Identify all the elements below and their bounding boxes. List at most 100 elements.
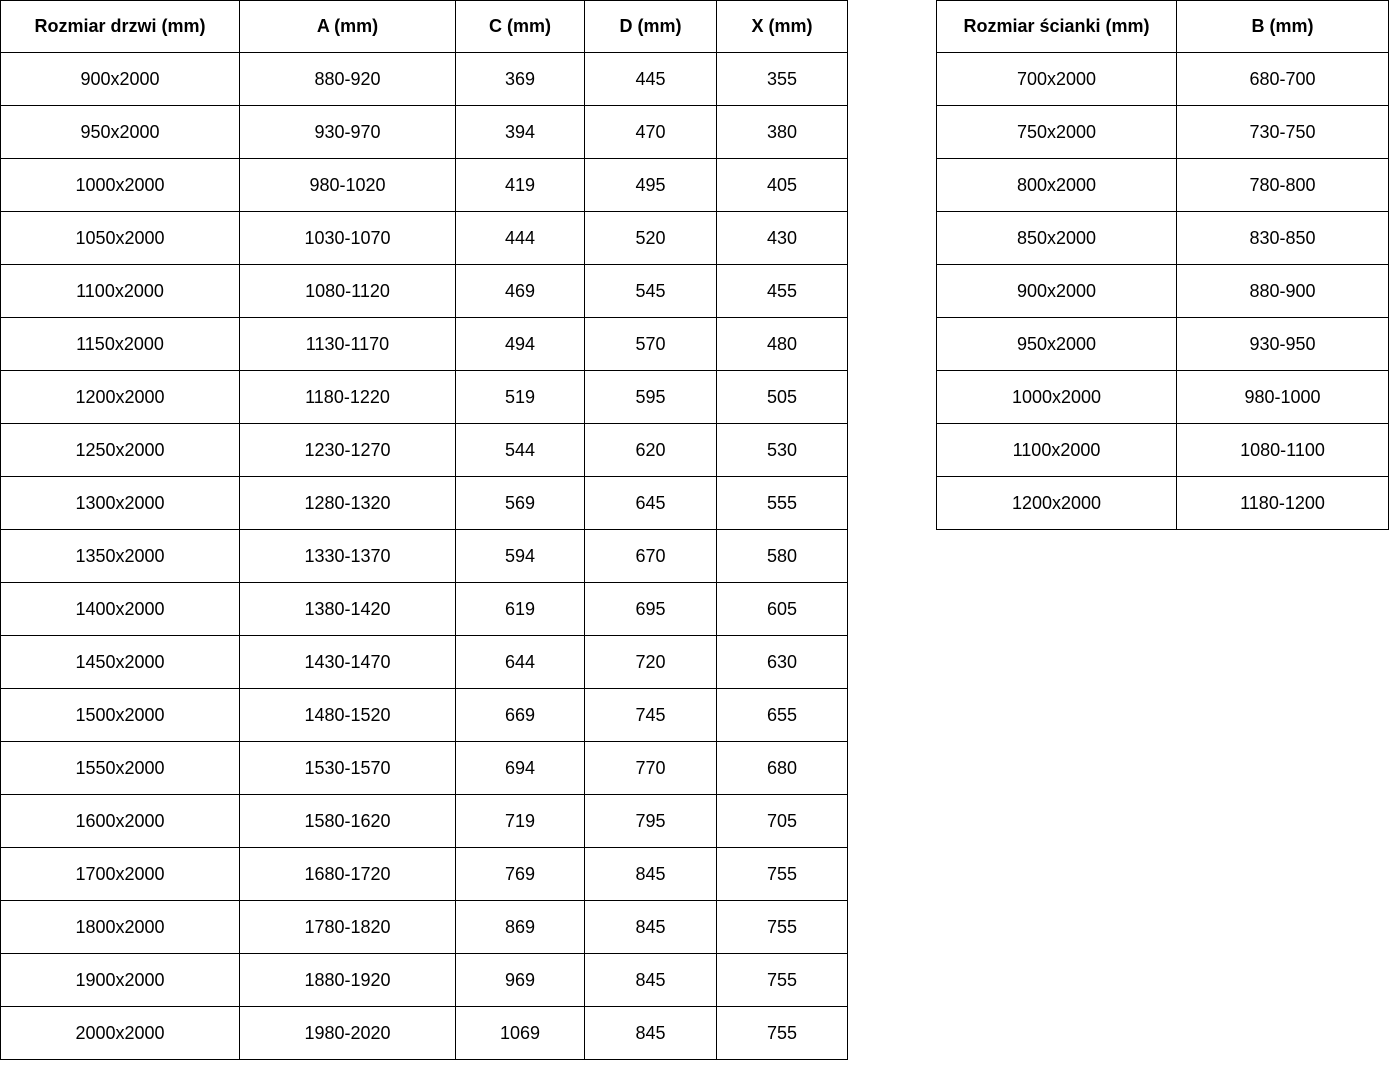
table-cell: 355 [716, 52, 848, 106]
table-cell: 670 [584, 529, 717, 583]
table-cell: 950x2000 [0, 105, 240, 159]
table-cell: 1150x2000 [0, 317, 240, 371]
table-cell: 930-950 [1176, 317, 1389, 371]
table-cell: 780-800 [1176, 158, 1389, 212]
table-cell: 495 [584, 158, 717, 212]
table-cell: 545 [584, 264, 717, 318]
table-cell: 1350x2000 [0, 529, 240, 583]
table-row: 1550x2000 1530-1570 694 770 680 [0, 741, 848, 795]
table-cell: 594 [455, 529, 585, 583]
table-cell: 719 [455, 794, 585, 848]
table-cell: 630 [716, 635, 848, 689]
column-header: Rozmiar drzwi (mm) [0, 0, 240, 53]
table-cell: 980-1020 [239, 158, 456, 212]
table-cell: 1100x2000 [0, 264, 240, 318]
wall-panel-sizes-header-row: Rozmiar ścianki (mm) B (mm) [936, 0, 1389, 53]
table-cell: 830-850 [1176, 211, 1389, 265]
table-cell: 880-920 [239, 52, 456, 106]
table-cell: 700x2000 [936, 52, 1177, 106]
table-row: 750x2000 730-750 [936, 105, 1389, 159]
table-cell: 369 [455, 52, 585, 106]
table-cell: 644 [455, 635, 585, 689]
table-cell: 520 [584, 211, 717, 265]
table-cell: 669 [455, 688, 585, 742]
table-cell: 745 [584, 688, 717, 742]
table-cell: 1600x2000 [0, 794, 240, 848]
table-row: 850x2000 830-850 [936, 211, 1389, 265]
table-cell: 795 [584, 794, 717, 848]
table-cell: 430 [716, 211, 848, 265]
table-row: 1900x2000 1880-1920 969 845 755 [0, 953, 848, 1007]
door-sizes-header-row: Rozmiar drzwi (mm) A (mm) C (mm) D (mm) X (m… [0, 0, 848, 53]
table-cell: 880-900 [1176, 264, 1389, 318]
table-cell: 580 [716, 529, 848, 583]
table-cell: 544 [455, 423, 585, 477]
table-cell: 845 [584, 953, 717, 1007]
table-cell: 1180-1220 [239, 370, 456, 424]
table-cell: 1180-1200 [1176, 476, 1389, 530]
table-cell: 680 [716, 741, 848, 795]
table-cell: 1000x2000 [0, 158, 240, 212]
table-row: 1250x2000 1230-1270 544 620 530 [0, 423, 848, 477]
wall-panel-sizes-table: Rozmiar ścianki (mm) B (mm) 700x2000 680-7… [936, 0, 1389, 530]
table-cell: 380 [716, 105, 848, 159]
table-cell: 969 [455, 953, 585, 1007]
table-cell: 1380-1420 [239, 582, 456, 636]
table-row: 1350x2000 1330-1370 594 670 580 [0, 529, 848, 583]
table-cell: 1480-1520 [239, 688, 456, 742]
table-cell: 1250x2000 [0, 423, 240, 477]
table-cell: 930-970 [239, 105, 456, 159]
table-row: 1800x2000 1780-1820 869 845 755 [0, 900, 848, 954]
table-cell: 419 [455, 158, 585, 212]
table-cell: 680-700 [1176, 52, 1389, 106]
table-row: 1150x2000 1130-1170 494 570 480 [0, 317, 848, 371]
column-header: Rozmiar ścianki (mm) [936, 0, 1177, 53]
table-cell: 1430-1470 [239, 635, 456, 689]
table-cell: 705 [716, 794, 848, 848]
table-row: 900x2000 880-920 369 445 355 [0, 52, 848, 106]
table-row: 1400x2000 1380-1420 619 695 605 [0, 582, 848, 636]
table-cell: 1100x2000 [936, 423, 1177, 477]
table-cell: 1800x2000 [0, 900, 240, 954]
table-cell: 620 [584, 423, 717, 477]
column-header: C (mm) [455, 0, 585, 53]
table-cell: 555 [716, 476, 848, 530]
table-cell: 1550x2000 [0, 741, 240, 795]
table-row: 1100x2000 1080-1120 469 545 455 [0, 264, 848, 318]
table-row: 900x2000 880-900 [936, 264, 1389, 318]
table-cell: 470 [584, 105, 717, 159]
table-cell: 595 [584, 370, 717, 424]
column-header: D (mm) [584, 0, 717, 53]
table-row: 1000x2000 980-1000 [936, 370, 1389, 424]
table-cell: 1130-1170 [239, 317, 456, 371]
table-cell: 605 [716, 582, 848, 636]
table-cell: 480 [716, 317, 848, 371]
table-cell: 1280-1320 [239, 476, 456, 530]
table-cell: 1680-1720 [239, 847, 456, 901]
table-cell: 619 [455, 582, 585, 636]
table-cell: 869 [455, 900, 585, 954]
table-cell: 569 [455, 476, 585, 530]
table-cell: 1880-1920 [239, 953, 456, 1007]
table-cell: 1530-1570 [239, 741, 456, 795]
table-cell: 1200x2000 [936, 476, 1177, 530]
column-header: A (mm) [239, 0, 456, 53]
table-cell: 505 [716, 370, 848, 424]
table-cell: 845 [584, 900, 717, 954]
table-cell: 720 [584, 635, 717, 689]
table-cell: 1069 [455, 1006, 585, 1060]
table-cell: 769 [455, 847, 585, 901]
table-cell: 570 [584, 317, 717, 371]
table-cell: 469 [455, 264, 585, 318]
table-row: 1700x2000 1680-1720 769 845 755 [0, 847, 848, 901]
table-cell: 444 [455, 211, 585, 265]
table-cell: 1080-1120 [239, 264, 456, 318]
table-cell: 1900x2000 [0, 953, 240, 1007]
table-cell: 1400x2000 [0, 582, 240, 636]
table-cell: 694 [455, 741, 585, 795]
table-row: 1200x2000 1180-1200 [936, 476, 1389, 530]
table-row: 800x2000 780-800 [936, 158, 1389, 212]
table-cell: 750x2000 [936, 105, 1177, 159]
table-cell: 1000x2000 [936, 370, 1177, 424]
